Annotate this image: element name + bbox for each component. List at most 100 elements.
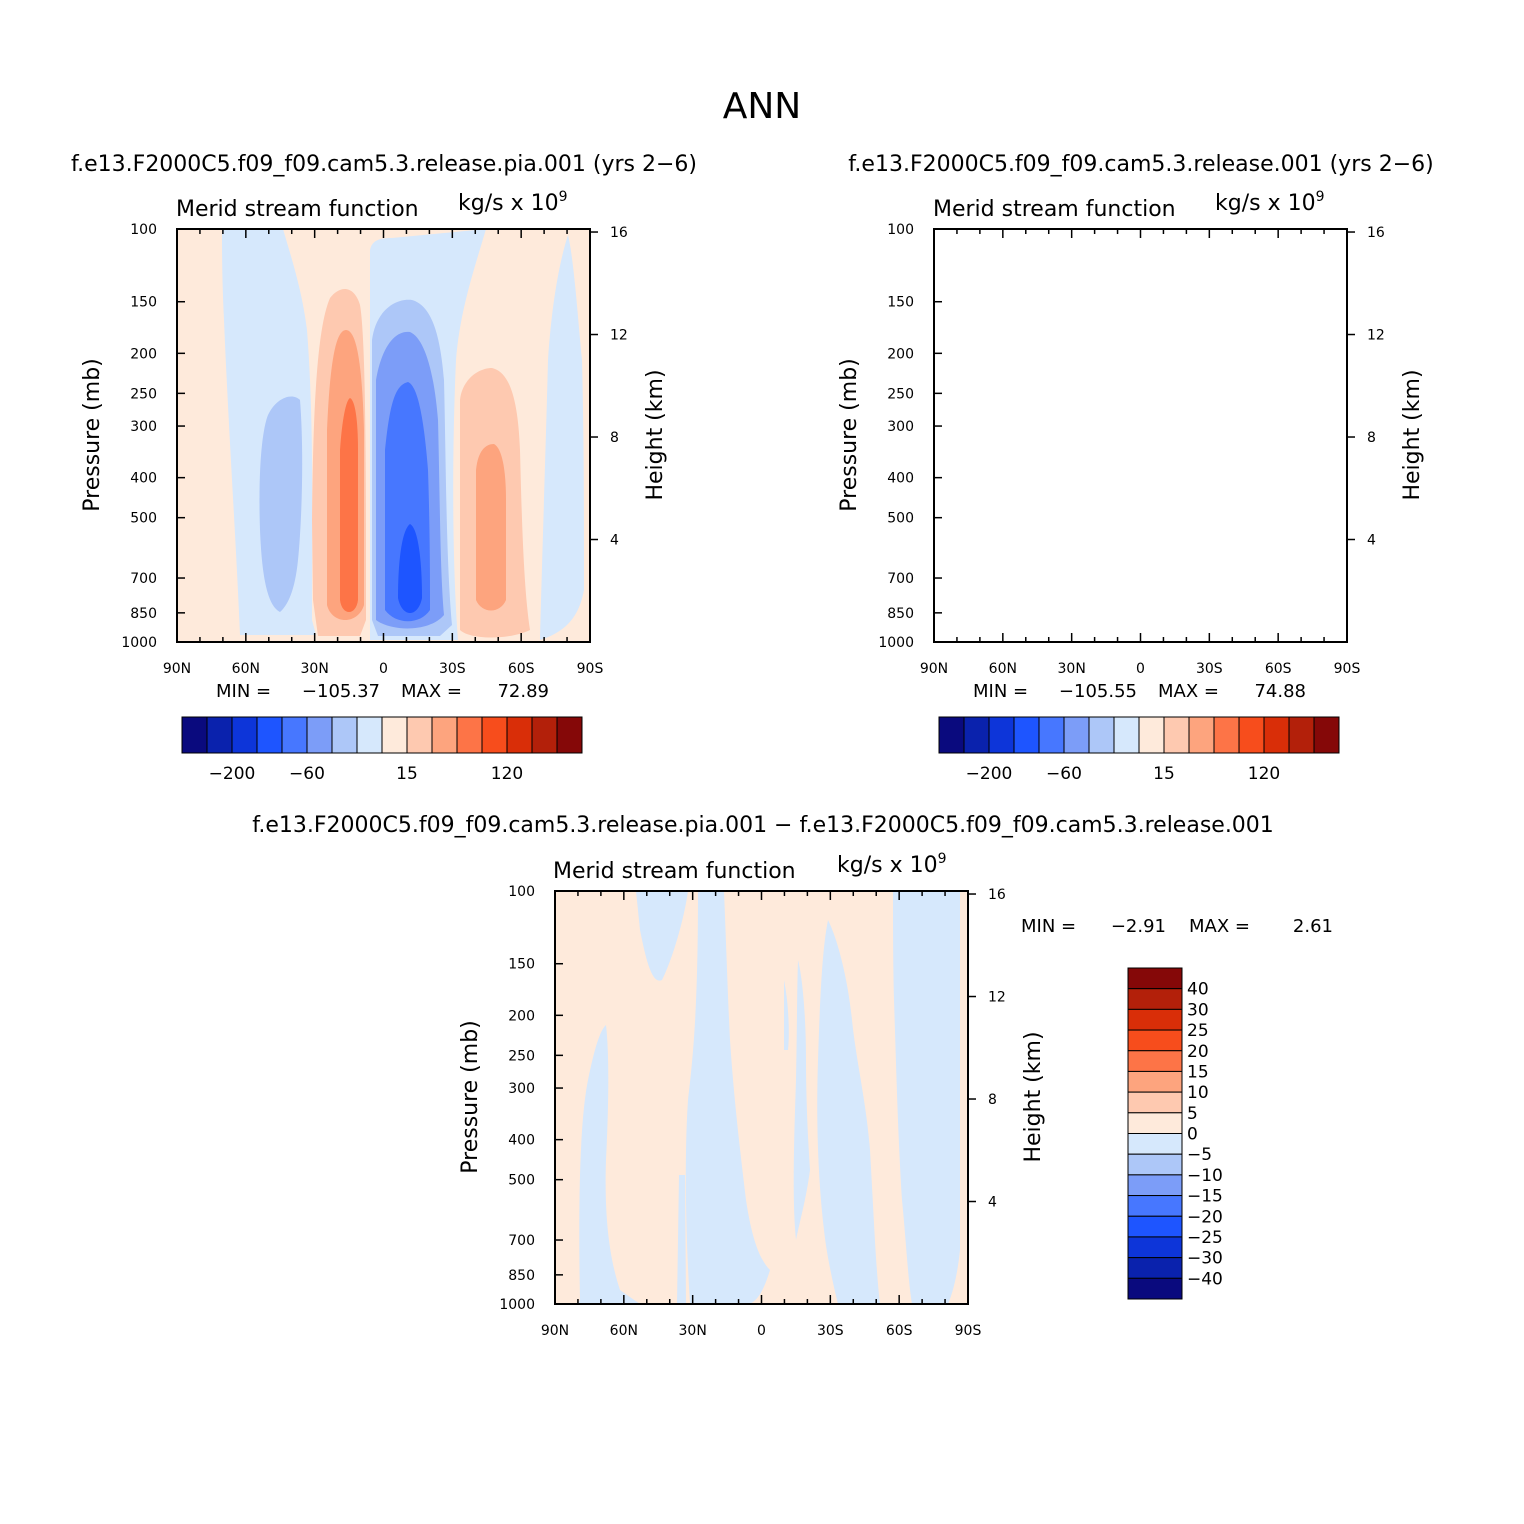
colorbar-swatch bbox=[1127, 1195, 1183, 1217]
colorbar-swatch bbox=[1288, 716, 1315, 754]
axis-ticks: 100 150 200 250 300 400 500 700 850 1000 4 8 12 16 90N… bbox=[499, 884, 1006, 1339]
y-tick-label: 200 bbox=[508, 1008, 535, 1024]
colorbar-label: 15 bbox=[396, 764, 418, 784]
panel-units: kg/s x 109 bbox=[837, 851, 947, 878]
contour-field bbox=[177, 229, 590, 642]
x-tick-label: 30S bbox=[817, 1323, 844, 1339]
x-tick-label: 90N bbox=[163, 661, 191, 677]
y-tick-label: 850 bbox=[130, 606, 157, 622]
figure-title: ANN bbox=[723, 86, 802, 127]
x-tick-label: 30N bbox=[679, 1323, 707, 1339]
colorbar-swatch bbox=[1127, 1257, 1183, 1279]
height-tick-label: 8 bbox=[988, 1092, 997, 1108]
panel-subtitle-left: Merid stream function bbox=[553, 859, 796, 884]
min-value: −105.37 bbox=[302, 681, 380, 702]
x-tick-label: 30N bbox=[301, 661, 329, 677]
x-tick-label: 90S bbox=[577, 661, 604, 677]
y-tick-label: 100 bbox=[130, 222, 157, 238]
contour-fill-cell-nh-hadley bbox=[1084, 330, 1121, 620]
colorbar-label: 0 bbox=[1187, 1125, 1198, 1145]
colorbar-label: 10 bbox=[1187, 1083, 1209, 1103]
y-tick-label: 200 bbox=[887, 346, 914, 362]
axis-ticks: 100 150 200 250 300 400 500 700 850 1000 4 8 12 16 90N… bbox=[878, 222, 1385, 677]
y-tick-label: 500 bbox=[130, 511, 157, 527]
y-tick-label: 850 bbox=[508, 1268, 535, 1284]
panel-title: f.e13.F2000C5.f09_f09.cam5.3.release.pia… bbox=[71, 152, 697, 177]
panel-title: f.e13.F2000C5.f09_f09.cam5.3.release.001… bbox=[848, 152, 1433, 177]
colorbar-swatch bbox=[1213, 716, 1240, 754]
x-tick-label: 90N bbox=[920, 661, 948, 677]
contour-fill-cell-nh-ferrel bbox=[259, 396, 303, 612]
max-label: MAX = bbox=[1189, 916, 1250, 937]
max-label: MAX = bbox=[1158, 681, 1219, 702]
min-value: −2.91 bbox=[1111, 916, 1166, 937]
colorbar-swatch bbox=[181, 716, 208, 754]
colorbar-swatch bbox=[331, 716, 358, 754]
colorbar-swatch bbox=[531, 716, 558, 754]
units-exponent: 9 bbox=[1316, 189, 1325, 205]
max-value: 74.88 bbox=[1254, 681, 1306, 702]
colorbar-swatch bbox=[1188, 716, 1215, 754]
x-tick-label: 60S bbox=[508, 661, 535, 677]
colorbar-swatch bbox=[281, 716, 308, 754]
y-tick-label: 100 bbox=[887, 222, 914, 238]
y-tick-label: 850 bbox=[887, 606, 914, 622]
panel-control-a: f.e13.F2000C5.f09_f09.cam5.3.release.pia… bbox=[71, 152, 697, 784]
panel-subtitle-left: Merid stream function bbox=[933, 197, 1176, 222]
x-tick-label: 90S bbox=[1334, 661, 1361, 677]
panel-title: f.e13.F2000C5.f09_f09.cam5.3.release.pia… bbox=[252, 813, 1274, 838]
colorbar-swatch bbox=[1127, 988, 1183, 1010]
colorbar-swatch bbox=[256, 716, 283, 754]
contour-fill-anomaly bbox=[793, 960, 810, 1240]
contour-fill-cell-sh-ferrel bbox=[1233, 444, 1263, 611]
colorbar-label: 5 bbox=[1187, 1104, 1198, 1124]
y-tick-label: 250 bbox=[508, 1048, 535, 1064]
contour-fill-cell-sh-hadley bbox=[1142, 382, 1187, 621]
plot-frame bbox=[933, 228, 1348, 643]
colorbar-label: 15 bbox=[1187, 1062, 1209, 1082]
contour-fill-cell-sh-ferrel bbox=[1217, 368, 1287, 638]
colorbar-label: −200 bbox=[966, 764, 1013, 784]
contour-field bbox=[555, 891, 968, 1304]
min-label: MIN = bbox=[1021, 916, 1076, 937]
min-label: MIN = bbox=[973, 681, 1028, 702]
colorbar-swatch bbox=[1238, 716, 1265, 754]
height-tick-label: 4 bbox=[1367, 533, 1376, 549]
colorbar-swatch bbox=[1127, 1091, 1183, 1114]
contour-fill-anomaly bbox=[817, 920, 880, 1304]
colorbar-swatch bbox=[1127, 1029, 1183, 1052]
colorbar-swatch bbox=[231, 716, 258, 754]
contour-fill-cell-polar bbox=[1297, 235, 1341, 640]
height-tick-label: 12 bbox=[610, 328, 628, 344]
y-tick-label: 700 bbox=[130, 571, 157, 587]
colorbar-swatch bbox=[381, 716, 408, 754]
colorbar-swatch bbox=[1038, 716, 1065, 754]
colorbar-label: −10 bbox=[1187, 1166, 1223, 1186]
panel-units: kg/s x 109 bbox=[1215, 189, 1325, 216]
colorbar-swatch bbox=[1127, 1174, 1183, 1197]
y-axis-label-right: Height (km) bbox=[1021, 1031, 1046, 1162]
contour-fill-cell-sh-ferrel bbox=[476, 444, 506, 611]
panel-units: kg/s x 109 bbox=[458, 189, 568, 216]
contour-fill-anomaly bbox=[636, 891, 688, 981]
contour-fill-cell-sh-hadley bbox=[1129, 300, 1209, 636]
contour-fill-anomaly bbox=[685, 891, 770, 1304]
contour-fill-cell-nh-ferrel bbox=[979, 229, 1073, 635]
x-tick-label: 0 bbox=[757, 1323, 766, 1339]
colorbar-swatch bbox=[1127, 1153, 1183, 1176]
colorbar-label: 30 bbox=[1187, 1000, 1209, 1020]
colorbar-swatch bbox=[938, 716, 965, 754]
colorbar-label: −200 bbox=[209, 764, 256, 784]
contour-fill-cell-sh-hadley bbox=[398, 524, 422, 613]
contour-fill-anomaly bbox=[677, 1175, 686, 1304]
colorbar-label: −30 bbox=[1187, 1249, 1223, 1269]
max-value: 72.89 bbox=[497, 681, 549, 702]
contour-fill-cell-sh-hadley bbox=[1127, 229, 1243, 640]
contour-fill-anomaly bbox=[578, 1025, 640, 1304]
x-tick-label: 60N bbox=[610, 1323, 638, 1339]
panel-control-b: f.e13.F2000C5.f09_f09.cam5.3.release.001… bbox=[837, 152, 1434, 784]
colorbar-swatch bbox=[456, 716, 483, 754]
units-exponent: 9 bbox=[938, 851, 947, 867]
y-tick-label: 150 bbox=[130, 295, 157, 311]
y-tick-label: 100 bbox=[508, 884, 535, 900]
